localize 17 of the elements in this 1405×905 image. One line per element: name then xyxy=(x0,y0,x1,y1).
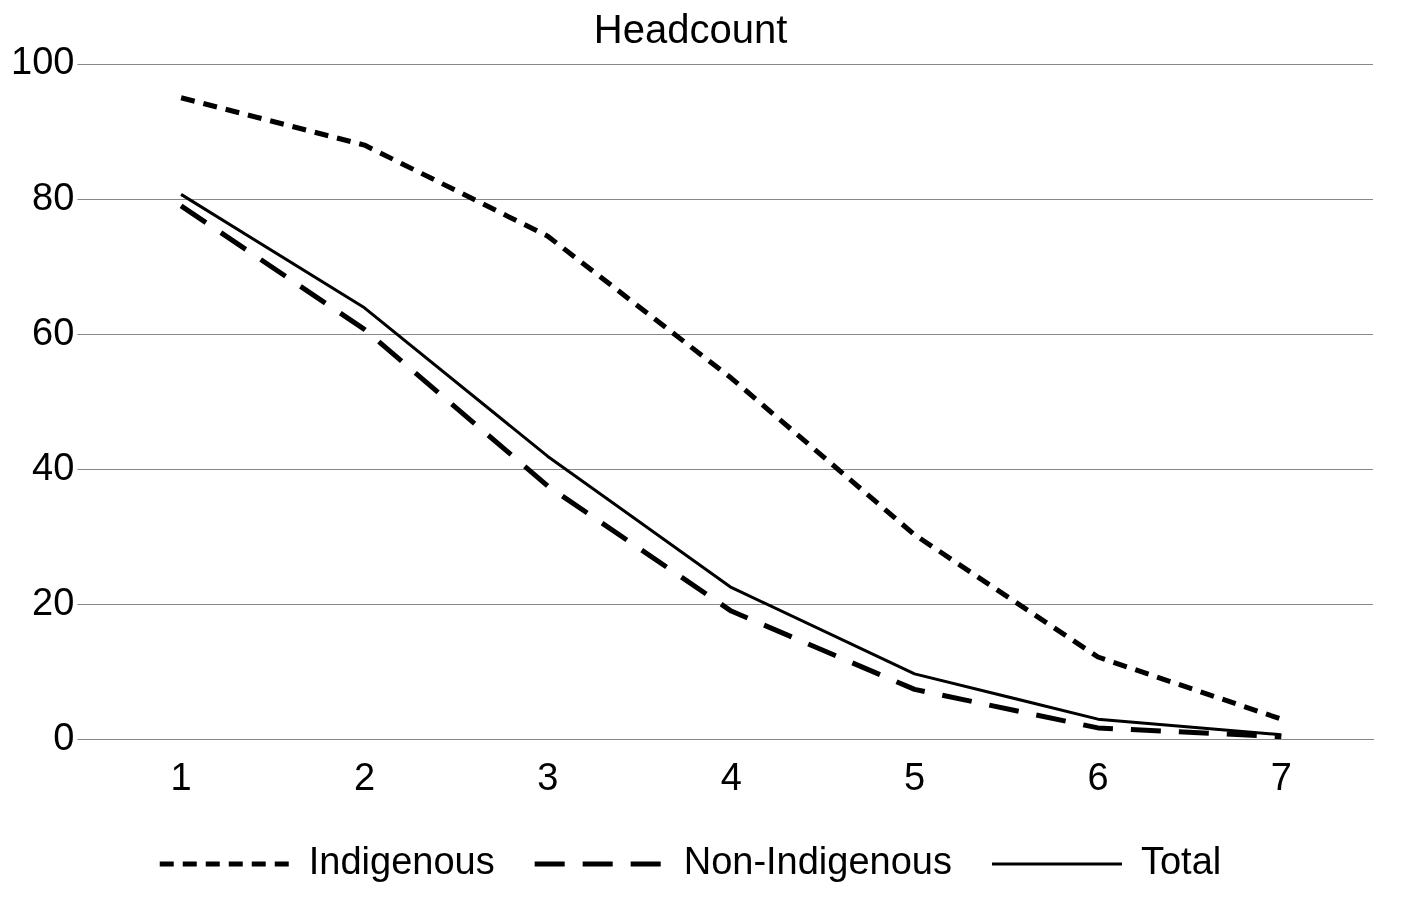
x-tick-label: 4 xyxy=(720,755,742,798)
y-tick-label: 60 xyxy=(32,310,75,353)
chart-title: Headcount xyxy=(593,7,788,52)
y-tick-label: 100 xyxy=(11,40,75,83)
legend-label: Total xyxy=(1140,840,1222,883)
y-tick-label: 80 xyxy=(32,175,75,218)
x-tick-label: 6 xyxy=(1087,755,1109,798)
legend-label: Non-Indigenous xyxy=(683,840,952,883)
x-tick-label: 3 xyxy=(537,755,559,798)
x-tick-label: 1 xyxy=(170,755,192,798)
legend-label: Indigenous xyxy=(308,840,495,883)
y-tick-label: 40 xyxy=(32,445,75,488)
x-tick-label: 5 xyxy=(904,755,926,798)
y-tick-label: 20 xyxy=(32,580,75,623)
y-tick-label: 0 xyxy=(53,715,75,758)
x-tick-label: 7 xyxy=(1270,755,1292,798)
x-tick-label: 2 xyxy=(353,755,376,798)
